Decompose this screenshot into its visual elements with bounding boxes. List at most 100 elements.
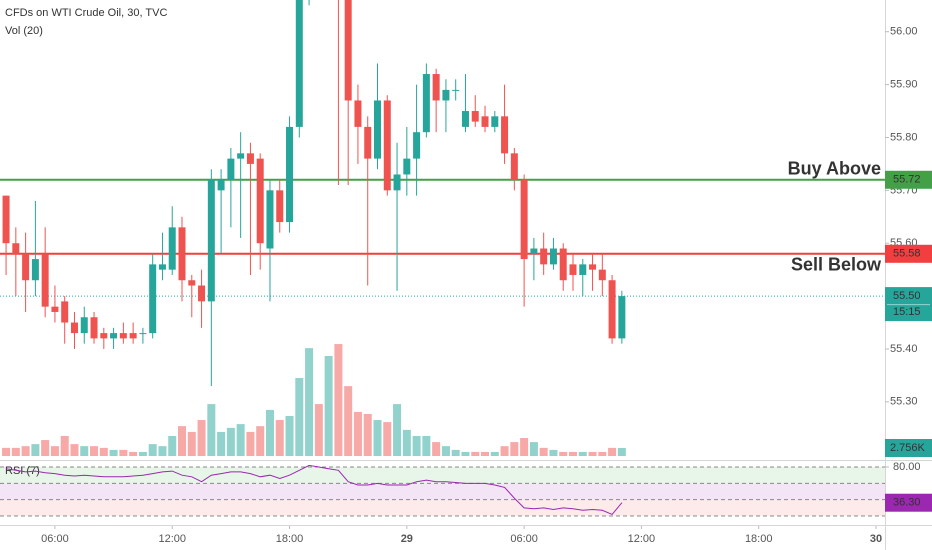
price-badge-label: 55.50 bbox=[893, 290, 921, 302]
level-label: Sell Below bbox=[791, 255, 882, 275]
candle-body bbox=[540, 248, 548, 265]
volume-bar bbox=[549, 449, 558, 456]
volume-bar bbox=[588, 451, 597, 456]
candle-body bbox=[422, 74, 430, 133]
candle-body bbox=[100, 333, 108, 339]
level-badge-label: 55.58 bbox=[893, 248, 921, 260]
volume-bar bbox=[90, 446, 99, 456]
volume-bar bbox=[334, 344, 343, 456]
candle-body bbox=[256, 158, 264, 244]
volume-bar bbox=[314, 404, 323, 456]
x-tick-label: 29 bbox=[401, 533, 413, 545]
volume-bar bbox=[383, 422, 392, 456]
candle-body bbox=[129, 333, 137, 339]
candle-body bbox=[461, 111, 469, 127]
candle-body bbox=[266, 190, 274, 249]
volume-bar bbox=[363, 413, 372, 456]
level-badge-label: 55.72 bbox=[893, 174, 921, 186]
volume-bar bbox=[461, 451, 470, 456]
candle-body bbox=[354, 100, 362, 127]
volume-bar bbox=[197, 420, 206, 456]
candle-body bbox=[2, 195, 10, 244]
candle-body bbox=[589, 264, 597, 270]
volume-bar bbox=[236, 424, 245, 456]
volume-title: Vol (20) bbox=[5, 25, 43, 37]
candle-body bbox=[364, 126, 372, 159]
candle-body bbox=[569, 264, 577, 275]
chart-title: CFDs on WTI Crude Oil, 30, TVC bbox=[5, 7, 167, 19]
y-tick-label: 56.00 bbox=[890, 26, 918, 38]
volume-bar bbox=[148, 444, 157, 456]
candle-body bbox=[452, 89, 460, 91]
candle-body bbox=[12, 243, 20, 254]
volume-bar bbox=[21, 446, 30, 456]
x-tick-label: 12:00 bbox=[158, 533, 186, 545]
volume-bar bbox=[265, 409, 274, 456]
candle-body bbox=[598, 269, 606, 281]
volume-bar bbox=[295, 377, 304, 456]
volume-bar bbox=[129, 451, 138, 456]
rsi-badge-label: 36.30 bbox=[893, 497, 921, 509]
volume-bar bbox=[344, 386, 353, 456]
x-tick-label: 06:00 bbox=[510, 533, 538, 545]
candle-body bbox=[530, 248, 538, 254]
y-tick-label: 55.90 bbox=[890, 79, 918, 91]
y-tick-label: 55.80 bbox=[890, 131, 918, 143]
candle-body bbox=[491, 116, 499, 127]
volume-bar bbox=[168, 435, 177, 456]
volume-bar bbox=[99, 447, 108, 456]
candle-body bbox=[119, 333, 127, 339]
volume-bar bbox=[578, 451, 587, 456]
candle-body bbox=[70, 322, 78, 334]
candle-body bbox=[207, 179, 215, 302]
rsi-line bbox=[6, 464, 623, 516]
volume-bar bbox=[80, 446, 89, 456]
volume-bar bbox=[60, 435, 69, 456]
volume-bar bbox=[608, 447, 617, 456]
x-tick-label: 18:00 bbox=[276, 533, 304, 545]
volume-bar bbox=[353, 411, 362, 456]
level-badge bbox=[885, 170, 932, 189]
level-badge bbox=[885, 244, 932, 263]
candle-body bbox=[51, 306, 59, 312]
candle-body bbox=[80, 317, 88, 334]
candle-body bbox=[510, 153, 518, 180]
volume-bar bbox=[510, 442, 519, 456]
candle-body bbox=[393, 174, 401, 191]
x-tick-label: 12:00 bbox=[628, 533, 656, 545]
candle-body bbox=[178, 227, 186, 281]
volume-bar bbox=[559, 451, 568, 456]
volume-bar bbox=[158, 446, 167, 456]
rsi-band bbox=[0, 483, 885, 500]
volume-bar bbox=[598, 451, 607, 456]
candle-body bbox=[237, 153, 245, 159]
plot-area bbox=[0, 0, 885, 456]
candle-body bbox=[61, 301, 69, 323]
countdown-label: 15:15 bbox=[893, 306, 921, 318]
candle-body bbox=[286, 126, 294, 223]
volume-bar bbox=[393, 404, 402, 456]
candle-body bbox=[41, 253, 49, 307]
y-tick-label: 55.40 bbox=[890, 343, 918, 355]
level-label: Buy Above bbox=[788, 159, 881, 179]
candle-body bbox=[442, 89, 450, 101]
candle-body bbox=[158, 264, 166, 270]
volume-badge-label: 2.756K bbox=[890, 442, 926, 454]
candle-body bbox=[188, 280, 196, 286]
candle-body bbox=[383, 100, 391, 191]
volume-bar bbox=[31, 444, 40, 456]
volume-bar bbox=[451, 449, 460, 456]
volume-bar bbox=[373, 420, 382, 456]
volume-bar bbox=[275, 420, 284, 456]
volume-bar bbox=[70, 444, 79, 456]
candle-body bbox=[413, 132, 421, 159]
candle-body bbox=[549, 248, 557, 265]
volume-bar bbox=[41, 440, 50, 456]
volume-bar bbox=[187, 431, 196, 456]
volume-bar bbox=[2, 447, 11, 456]
candle-body bbox=[90, 317, 98, 339]
candle-body bbox=[217, 179, 225, 191]
volume-bar bbox=[207, 404, 216, 456]
volume-badge bbox=[885, 439, 932, 458]
